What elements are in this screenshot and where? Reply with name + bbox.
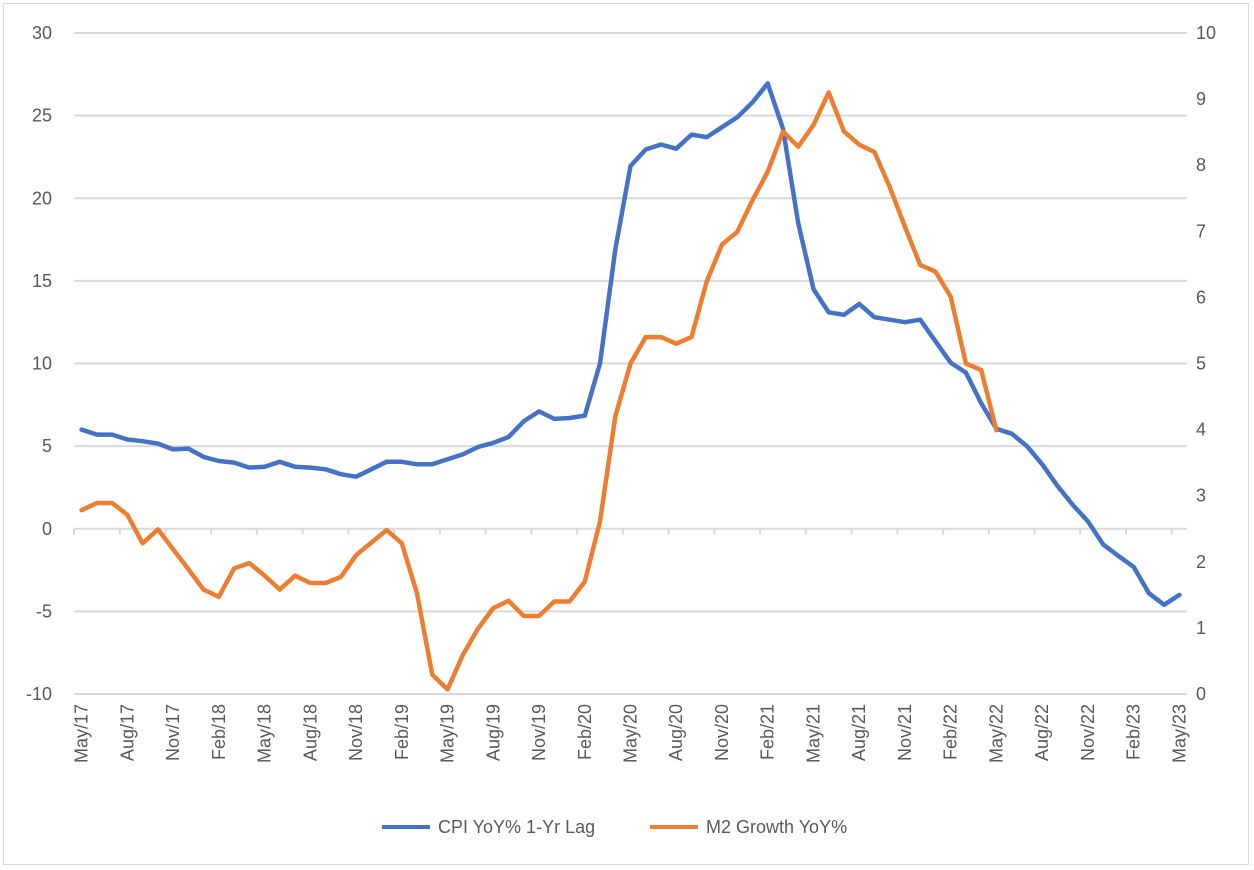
x-axis: May/17 Aug/17 Nov/17 Feb/18 May/18 Aug/18 Nov/… bbox=[72, 528, 1189, 763]
legend: CPI YoY% 1-Yr Lag M2 Growth YoY% bbox=[382, 817, 847, 837]
left-y-tick-label: 15 bbox=[32, 271, 52, 291]
x-tick-label: May/23 bbox=[1169, 704, 1189, 763]
left-y-tick-label: -5 bbox=[36, 601, 52, 621]
x-tick-label: May/21 bbox=[803, 704, 823, 763]
right-y-tick-label: 9 bbox=[1196, 89, 1206, 109]
x-tick-label: Aug/17 bbox=[117, 704, 137, 761]
right-y-tick-label: 4 bbox=[1196, 420, 1206, 440]
x-tick-label: Nov/22 bbox=[1078, 704, 1098, 761]
left-y-axis: -10 -5 0 5 10 15 20 25 30 bbox=[26, 23, 52, 704]
x-tick-label: Aug/20 bbox=[666, 704, 686, 761]
chart-frame bbox=[3, 3, 1249, 865]
x-tick-label: Nov/18 bbox=[346, 704, 366, 761]
series-line-m2 bbox=[79, 90, 999, 692]
right-y-tick-label: 5 bbox=[1196, 354, 1206, 374]
right-y-tick-label: 1 bbox=[1196, 618, 1206, 638]
left-y-tick-label: 10 bbox=[32, 354, 52, 374]
x-tick-label: Feb/21 bbox=[758, 704, 778, 760]
x-tick-label: Aug/22 bbox=[1032, 704, 1052, 761]
x-tick-label: May/22 bbox=[986, 704, 1006, 763]
x-tick-label: Aug/18 bbox=[300, 704, 320, 761]
left-y-tick-label: 20 bbox=[32, 188, 52, 208]
left-y-tick-label: 0 bbox=[42, 519, 52, 539]
x-tick-label: Nov/19 bbox=[529, 704, 549, 761]
x-tick-label: May/20 bbox=[621, 704, 641, 763]
x-tick-label: Aug/21 bbox=[849, 704, 869, 761]
legend-label-cpi: CPI YoY% 1-Yr Lag bbox=[438, 817, 595, 837]
right-y-tick-label: 10 bbox=[1196, 23, 1216, 43]
x-tick-label: Aug/19 bbox=[483, 704, 503, 761]
x-tick-label: May/18 bbox=[255, 704, 275, 763]
x-tick-label: Feb/20 bbox=[575, 704, 595, 760]
left-y-tick-label: 5 bbox=[42, 436, 52, 456]
left-y-tick-label: 25 bbox=[32, 106, 52, 126]
x-tick-label: Nov/21 bbox=[895, 704, 915, 761]
right-y-tick-label: 6 bbox=[1196, 287, 1206, 307]
right-y-tick-label: 7 bbox=[1196, 221, 1206, 241]
legend-label-m2: M2 Growth YoY% bbox=[706, 817, 847, 837]
x-tick-label: Nov/17 bbox=[163, 704, 183, 761]
right-y-tick-label: 3 bbox=[1196, 486, 1206, 506]
left-y-tick-label: 30 bbox=[32, 23, 52, 43]
right-y-tick-label: 0 bbox=[1196, 684, 1206, 704]
x-tick-label: Nov/20 bbox=[712, 704, 732, 761]
x-tick-label: Feb/22 bbox=[941, 704, 961, 760]
x-tick-label: May/17 bbox=[72, 704, 92, 763]
series-line-cpi bbox=[79, 81, 1182, 608]
left-y-tick-label: -10 bbox=[26, 684, 52, 704]
gridlines bbox=[74, 32, 1187, 695]
right-y-tick-label: 8 bbox=[1196, 155, 1206, 175]
x-tick-label: Feb/18 bbox=[209, 704, 229, 760]
right-y-axis: 0 1 2 3 4 5 6 7 8 9 10 bbox=[1196, 23, 1216, 704]
right-y-tick-label: 2 bbox=[1196, 552, 1206, 572]
series-lines bbox=[79, 81, 1182, 692]
x-tick-label: Feb/19 bbox=[392, 704, 412, 760]
x-tick-label: Feb/23 bbox=[1124, 704, 1144, 760]
x-tick-label: May/19 bbox=[438, 704, 458, 763]
